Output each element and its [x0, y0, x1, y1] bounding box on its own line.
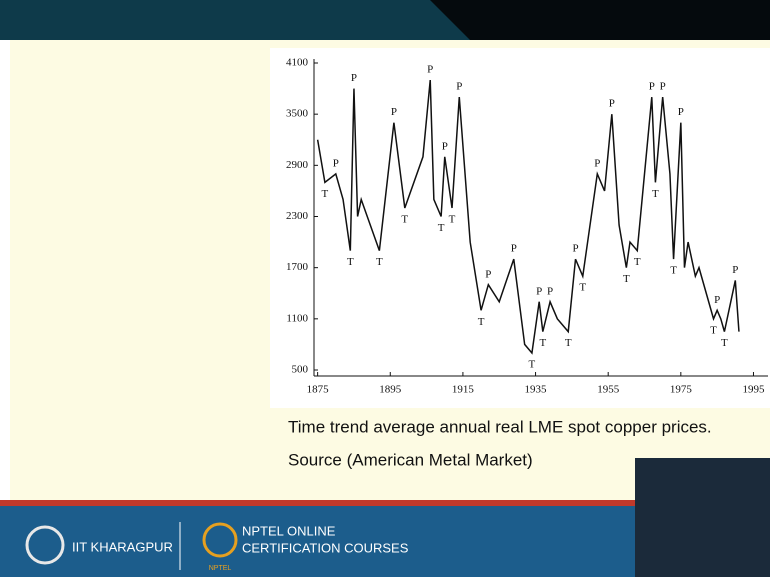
x-tick-label: 1995: [742, 384, 765, 396]
y-tick-label: 2300: [286, 210, 309, 222]
turning-point-label: P: [391, 106, 397, 118]
turning-point-label: P: [714, 294, 720, 306]
turning-point-label: T: [449, 214, 456, 226]
turning-point-label: T: [438, 222, 445, 234]
turning-point-label: P: [660, 81, 666, 93]
turning-point-label: T: [529, 358, 536, 370]
turning-point-label: P: [572, 243, 578, 255]
slide: Time trend average annual real LME spot …: [0, 0, 770, 577]
x-tick-label: 1975: [670, 384, 693, 396]
turning-point-label: P: [456, 81, 462, 93]
turning-point-label: T: [565, 337, 572, 349]
turning-point-label: P: [485, 268, 491, 280]
x-tick-label: 1915: [452, 384, 475, 396]
turning-point-label: T: [652, 188, 659, 200]
y-tick-label: 1700: [286, 261, 309, 273]
turning-point-label: P: [427, 64, 433, 76]
turning-point-label: P: [536, 285, 542, 297]
turning-point-label: T: [347, 256, 354, 268]
caption: Source (American Metal Market): [288, 450, 533, 469]
x-tick-label: 1935: [525, 384, 548, 396]
program: NPTEL ONLINE: [242, 523, 336, 538]
turning-point-label: T: [721, 337, 728, 349]
y-tick-label: 2900: [286, 159, 309, 171]
turning-point-label: T: [539, 337, 546, 349]
turning-point-label: P: [333, 157, 339, 169]
turning-point-label: P: [649, 81, 655, 93]
y-tick-label: 4100: [286, 57, 309, 69]
y-tick-label: 3500: [286, 108, 309, 120]
y-tick-label: 1100: [286, 312, 308, 324]
turning-point-label: T: [376, 256, 383, 268]
x-tick-label: 1955: [597, 384, 620, 396]
turning-point-label: T: [710, 324, 717, 336]
turning-point-label: P: [442, 140, 448, 152]
turning-point-label: T: [670, 265, 677, 277]
institute: IIT KHARAGPUR: [72, 539, 173, 554]
x-tick-label: 1875: [307, 384, 330, 396]
turning-point-label: P: [351, 72, 357, 84]
program: CERTIFICATION COURSES: [242, 540, 409, 555]
turning-point-label: P: [678, 106, 684, 118]
turning-point-label: T: [579, 282, 586, 294]
webcam: [635, 458, 770, 577]
turning-point-label: T: [322, 188, 329, 200]
turning-point-label: T: [623, 273, 630, 285]
turning-point-label: T: [634, 256, 641, 268]
chart-image: [270, 48, 770, 408]
turning-point-label: T: [478, 316, 485, 328]
turning-point-label: P: [594, 157, 600, 169]
turning-point-label: P: [609, 98, 615, 110]
turning-point-label: P: [511, 243, 517, 255]
turning-point-label: T: [401, 214, 408, 226]
turning-point-label: P: [732, 264, 738, 276]
y-tick-label: 500: [292, 364, 309, 376]
top-bar-dark: [430, 0, 770, 40]
x-tick-label: 1895: [379, 384, 402, 396]
turning-point-label: P: [547, 285, 553, 297]
logo-text: NPTEL: [209, 565, 232, 572]
caption: Time trend average annual real LME spot …: [288, 417, 712, 436]
